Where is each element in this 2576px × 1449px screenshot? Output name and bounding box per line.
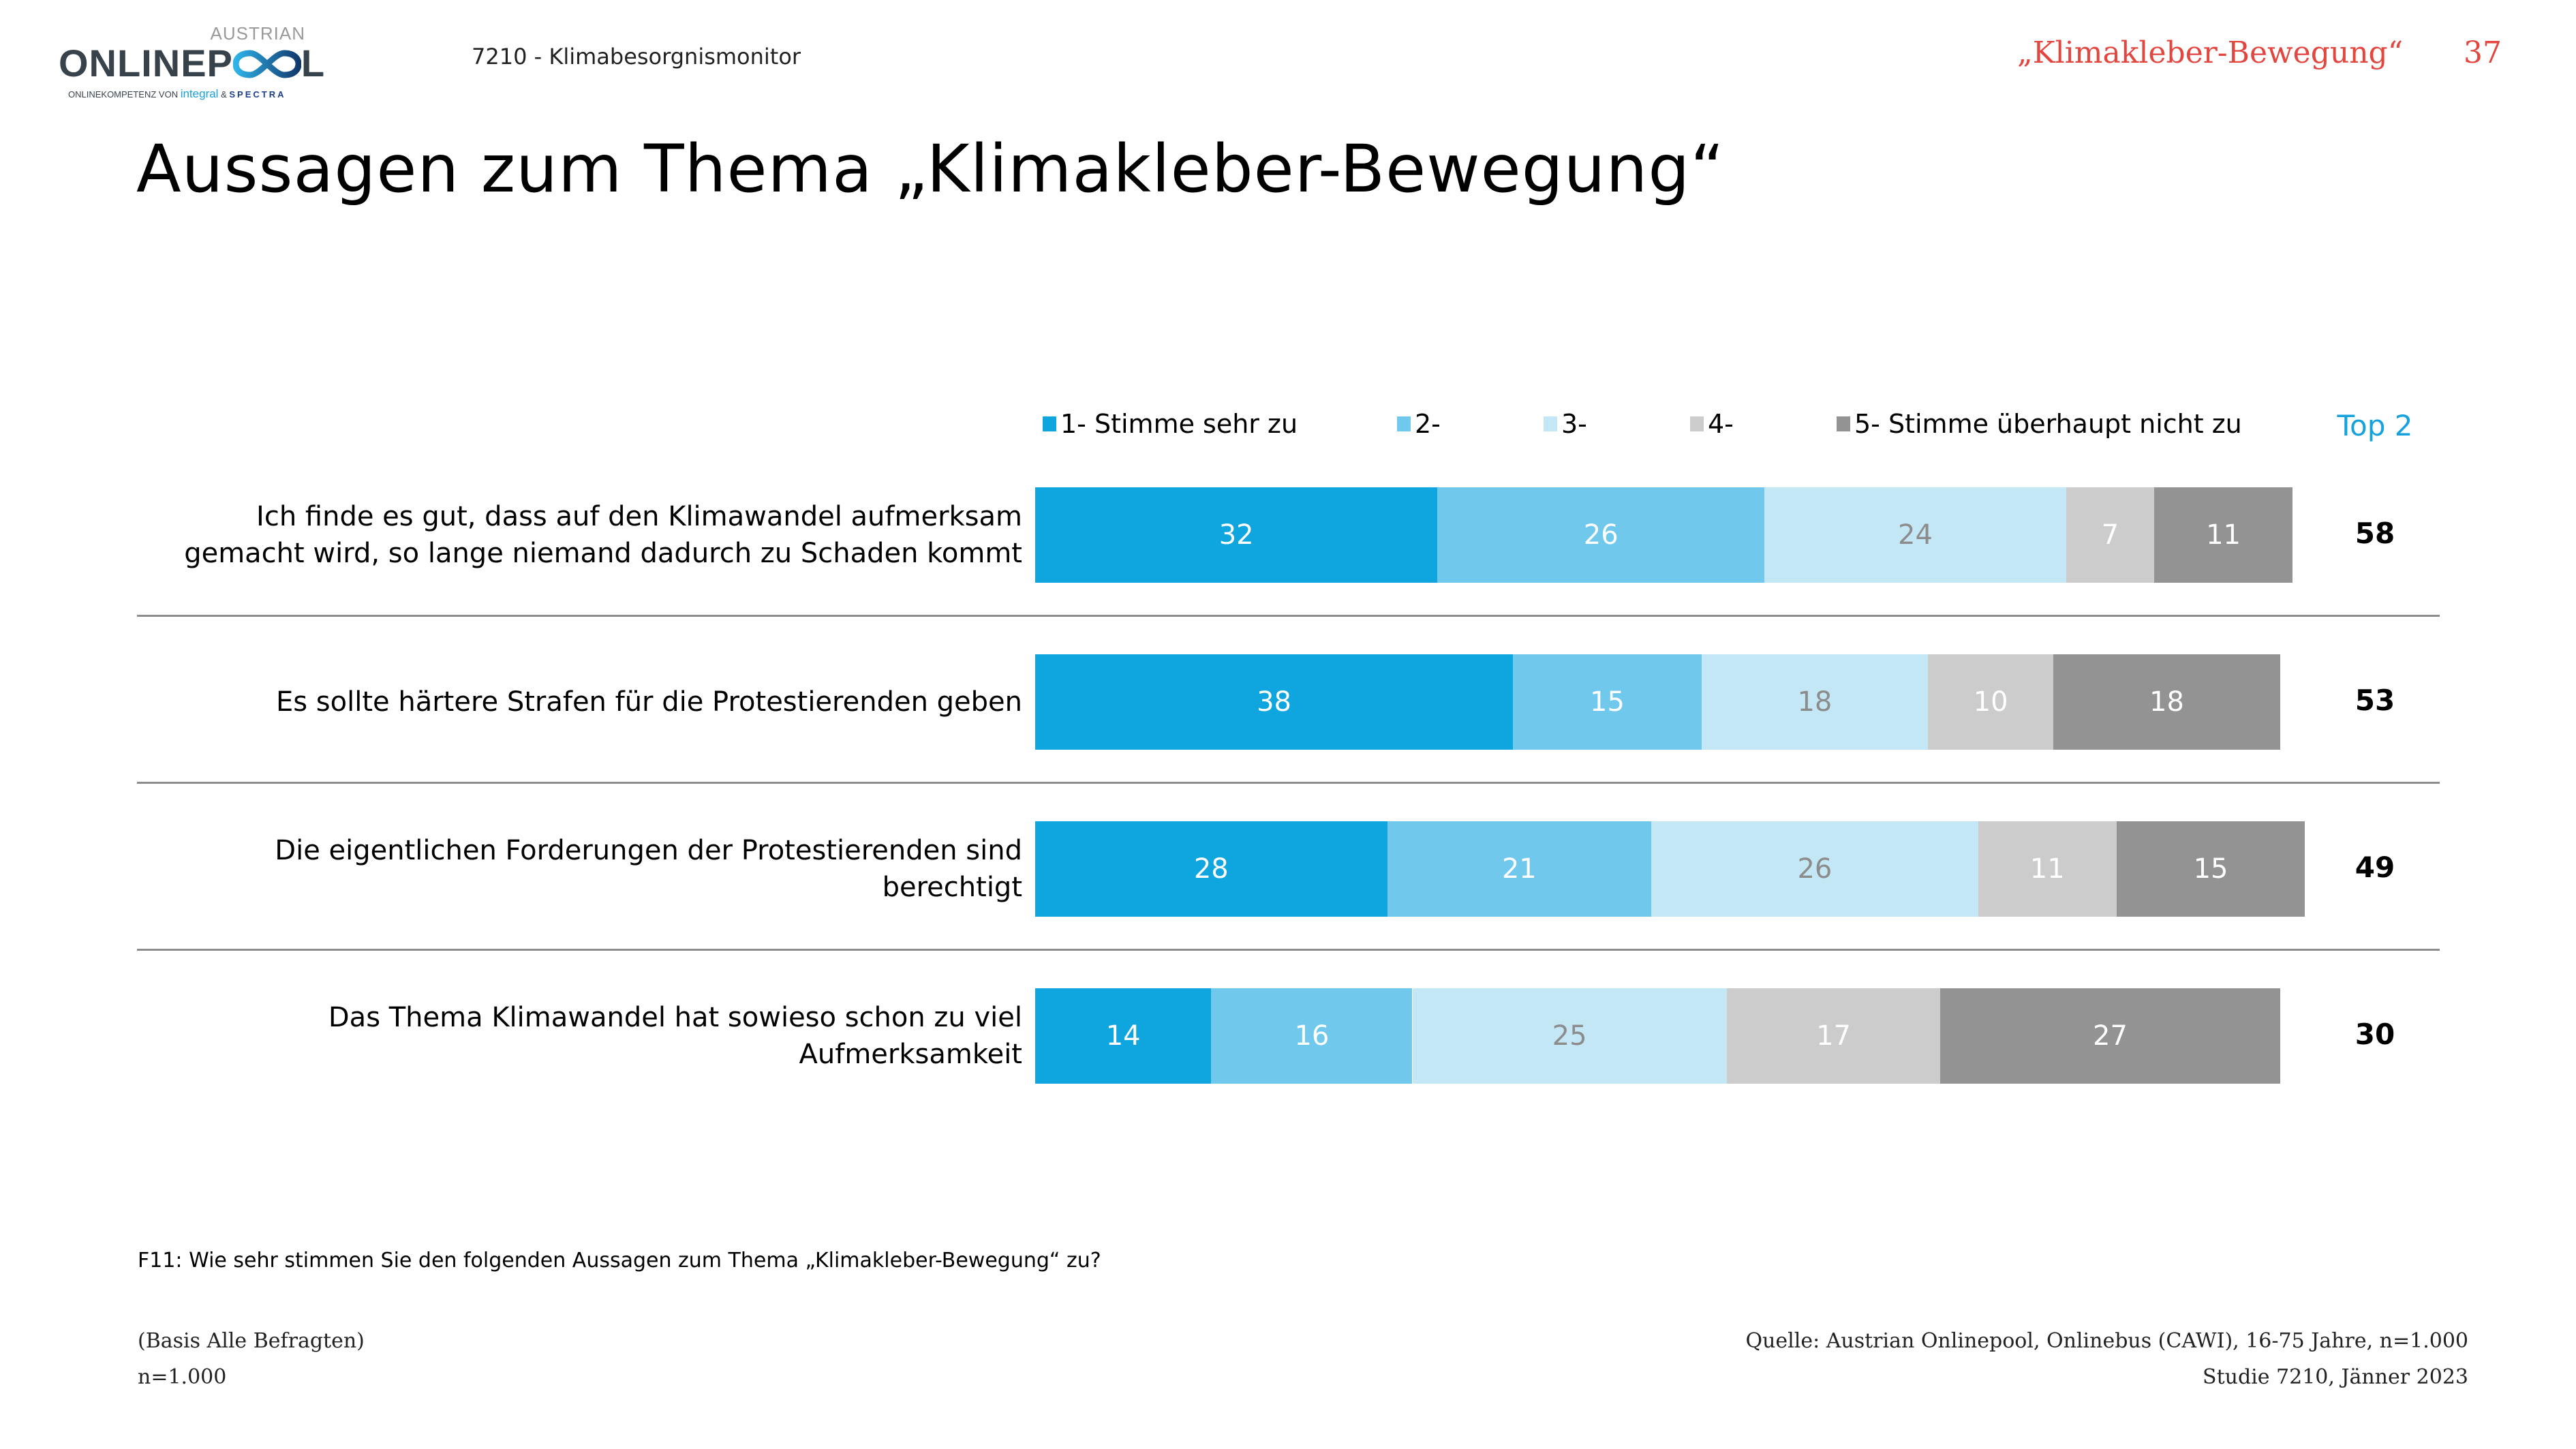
bar-segment-5: 15 <box>2116 821 2305 917</box>
legend-swatch-1 <box>1043 416 1056 431</box>
top2-value: 30 <box>2355 1018 2395 1051</box>
logo-integral: integral <box>180 87 219 100</box>
legend-swatch-2 <box>1397 416 1411 431</box>
bar-value-label: 26 <box>1797 853 1833 885</box>
legend-label-2: 2- <box>1415 409 1441 439</box>
legend-item-5: 5- Stimme überhaupt nicht zu <box>1837 409 2242 439</box>
legend-item-3: 3- <box>1544 409 1587 439</box>
page-number: 37 <box>2464 35 2502 70</box>
statement-label-line: Es sollte härtere Strafen für die Protes… <box>275 686 1022 718</box>
statement-label-line: gemacht wird, so lange niemand dadurch z… <box>184 538 1022 569</box>
legend-label-3: 3- <box>1561 409 1587 439</box>
bar-value-label: 18 <box>2149 686 2184 718</box>
statement-label-line: Das Thema Klimawandel hat sowieso schon … <box>328 1002 1022 1033</box>
bar-segment-2: 16 <box>1211 988 1413 1084</box>
legend-item-1: 1- Stimme sehr zu <box>1043 409 1298 439</box>
bar-segment-5: 18 <box>2053 654 2280 750</box>
bar-value-label: 26 <box>1583 519 1619 551</box>
row-separator <box>137 782 2440 784</box>
statement-label: Ich finde es gut, dass auf den Klimawand… <box>136 498 1022 572</box>
top2-value: 58 <box>2355 517 2395 550</box>
bar-value-label: 10 <box>1973 686 2008 718</box>
infinity-loop-icon <box>232 50 301 78</box>
logo-tagline-text: ONLINEKOMPETENZ VON <box>68 89 179 100</box>
logo-amp: & <box>221 89 227 100</box>
statement-label: Es sollte härtere Strafen für die Protes… <box>136 684 1022 720</box>
study-header: 7210 - Klimabesorgnismonitor <box>472 44 801 70</box>
bar-value-label: 21 <box>1501 853 1537 885</box>
logo-spectra: SPECTRA <box>229 89 286 100</box>
top2-value: 49 <box>2355 851 2395 884</box>
bar-value-label: 15 <box>2193 853 2228 885</box>
source-note: Quelle: Austrian Onlinepool, Onlinebus (… <box>1745 1329 2468 1353</box>
logo-wordmark: ONLINEP L <box>59 41 325 85</box>
bar-segment-4: 11 <box>1978 821 2117 917</box>
top2-value: 53 <box>2355 684 2395 717</box>
bar-segment-3: 25 <box>1412 988 1727 1084</box>
statement-label-line: Ich finde es gut, dass auf den Klimawand… <box>256 501 1022 532</box>
bar-segment-1: 32 <box>1035 487 1438 583</box>
bar-value-label: 24 <box>1898 519 1933 551</box>
logo-wordmark-left: ONLINEP <box>59 42 233 85</box>
bar-value-label: 32 <box>1218 519 1254 551</box>
sample-size: n=1.000 <box>138 1365 227 1389</box>
logo-tagline: ONLINEKOMPETENZ VON integral & SPECTRA <box>68 87 286 101</box>
bar-value-label: 25 <box>1552 1020 1587 1052</box>
row-separator <box>137 949 2440 951</box>
bar-value-label: 11 <box>2029 853 2065 885</box>
bar-segment-4: 10 <box>1927 654 2054 750</box>
study-date: Studie 7210, Jänner 2023 <box>2203 1365 2468 1389</box>
logo-wordmark-right: L <box>301 42 326 85</box>
logo-austrian-text: AUSTRIAN <box>210 23 305 44</box>
statement-label: Die eigentlichen Forderungen der Protest… <box>136 832 1022 906</box>
bar-segment-2: 15 <box>1513 654 1702 750</box>
legend-label-1: 1- Stimme sehr zu <box>1060 409 1298 439</box>
bar-value-label: 27 <box>2093 1020 2128 1052</box>
topic-header: „Klimakleber-Bewegung“ <box>2017 35 2404 70</box>
bar-value-label: 38 <box>1257 686 1291 718</box>
legend-label-5: 5- Stimme überhaupt nicht zu <box>1854 409 2242 439</box>
bar-segment-1: 14 <box>1035 988 1212 1084</box>
bar-segment-2: 26 <box>1437 487 1765 583</box>
company-logo: AUSTRIAN ONLINEP L ONLINEKOMPETENZ VON i… <box>55 20 324 102</box>
row-separator <box>137 615 2440 617</box>
bar-value-label: 11 <box>2206 519 2241 551</box>
legend-label-4: 4- <box>1708 409 1734 439</box>
bar-segment-1: 28 <box>1035 821 1387 917</box>
bar-segment-3: 26 <box>1651 821 1978 917</box>
legend-item-4: 4- <box>1690 409 1734 439</box>
top2-header: Top 2 <box>2337 409 2413 442</box>
page-title: Aussagen zum Thema „Klimakleber-Bewegung… <box>136 131 1726 207</box>
bar-value-label: 28 <box>1193 853 1229 885</box>
legend-swatch-3 <box>1544 416 1557 431</box>
bar-value-label: 18 <box>1797 686 1833 718</box>
bar-segment-4: 17 <box>1726 988 1941 1084</box>
legend-swatch-5 <box>1837 416 1850 431</box>
statement-label-line: Aufmerksamkeit <box>799 1039 1022 1070</box>
bar-segment-4: 7 <box>2066 487 2155 583</box>
bar-segment-2: 21 <box>1387 821 1652 917</box>
bar-value-label: 7 <box>2101 519 2119 551</box>
basis-note: (Basis Alle Befragten) <box>138 1329 365 1353</box>
statement-label-line: berechtigt <box>882 872 1022 903</box>
question-text: F11: Wie sehr stimmen Sie den folgenden … <box>138 1249 1101 1272</box>
legend-swatch-4 <box>1690 416 1704 431</box>
bar-value-label: 17 <box>1816 1020 1852 1052</box>
bar-segment-1: 38 <box>1035 654 1514 750</box>
statement-label: Das Thema Klimawandel hat sowieso schon … <box>136 999 1022 1073</box>
bar-segment-3: 18 <box>1701 654 1928 750</box>
bar-value-label: 16 <box>1294 1020 1330 1052</box>
legend-item-2: 2- <box>1397 409 1441 439</box>
bar-segment-5: 11 <box>2154 487 2293 583</box>
bar-segment-5: 27 <box>1940 988 2280 1084</box>
bar-value-label: 15 <box>1590 686 1625 718</box>
bar-segment-3: 24 <box>1764 487 2066 583</box>
bar-value-label: 14 <box>1105 1020 1141 1052</box>
statement-label-line: Die eigentlichen Forderungen der Protest… <box>275 835 1022 866</box>
chart-legend: 1- Stimme sehr zu 2- 3- 4- 5- Stimme übe… <box>1043 409 2269 443</box>
